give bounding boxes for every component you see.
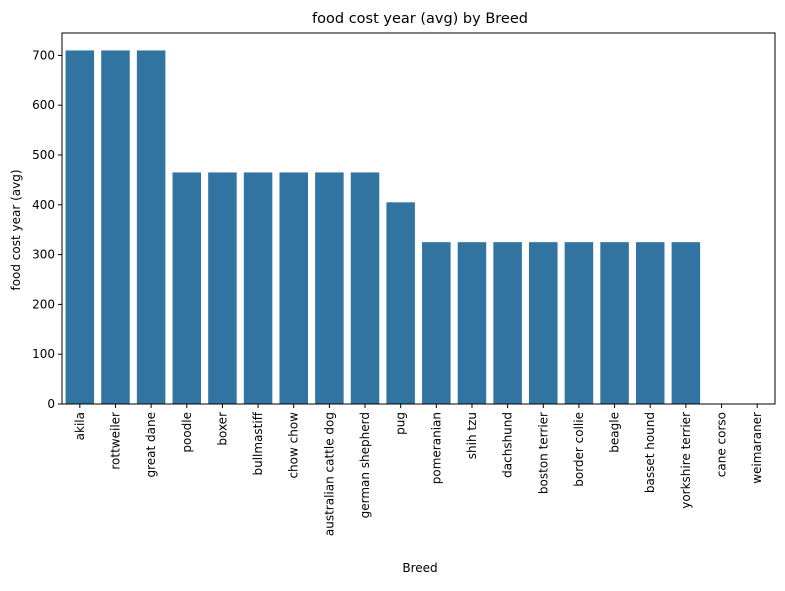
- bar-rottweiler: [101, 50, 130, 404]
- x-tick-label: pug: [394, 412, 408, 435]
- bar-yorkshire-terrier: [671, 242, 701, 404]
- y-tick-label: 200: [32, 297, 55, 311]
- y-tick-label: 400: [32, 198, 55, 212]
- x-tick-label: boston terrier: [536, 412, 550, 494]
- bar-great-dane: [136, 50, 166, 404]
- y-tick-label: 100: [32, 347, 55, 361]
- bar-poodle: [172, 172, 202, 404]
- x-tick-label: border collie: [572, 412, 586, 487]
- bar-basset-hound: [635, 242, 665, 404]
- x-tick-label: shih tzu: [465, 412, 479, 459]
- y-tick-label: 700: [32, 48, 55, 62]
- x-tick-label: german shepherd: [358, 412, 372, 518]
- y-tick-label: 600: [32, 98, 55, 112]
- y-tick-label: 300: [32, 248, 55, 262]
- x-tick-label: yorkshire terrier: [679, 412, 693, 509]
- bar-australian-cattle-dog: [315, 172, 344, 404]
- bar-border-collie: [564, 242, 594, 404]
- bar-pug: [386, 202, 415, 404]
- bar-shih-tzu: [457, 242, 487, 404]
- bar-german-shepherd: [350, 172, 380, 404]
- y-tick-label: 0: [47, 397, 55, 411]
- bars-group: [65, 50, 701, 404]
- x-tick-label: pomeranian: [429, 412, 443, 484]
- bar-pomeranian: [422, 242, 451, 404]
- x-tick-label: akila: [73, 412, 87, 440]
- y-axis-label: food cost year (avg): [9, 169, 23, 290]
- x-tick-label: bullmastiff: [251, 411, 265, 475]
- y-axis-ticks: 0 100 200 300 400 500 600 700: [32, 48, 62, 411]
- bar-dachshund: [493, 242, 522, 404]
- x-tick-label: chow chow: [287, 412, 301, 479]
- x-tick-label: beagle: [608, 412, 622, 453]
- bar-akila: [65, 50, 95, 404]
- bar-boston-terrier: [529, 242, 558, 404]
- x-axis-label: Breed: [402, 561, 437, 575]
- bar-boxer: [208, 172, 237, 404]
- bar-bullmastiff: [243, 172, 273, 404]
- x-tick-label: australian cattle dog: [322, 412, 336, 536]
- y-tick-label: 500: [32, 148, 55, 162]
- x-tick-label: weimaraner: [750, 412, 764, 484]
- x-tick-label: boxer: [215, 412, 229, 446]
- bar-beagle: [600, 242, 629, 404]
- x-tick-label: basset hound: [643, 412, 657, 493]
- x-tick-label: rottweiler: [108, 412, 122, 470]
- chart-title: food cost year (avg) by Breed: [312, 11, 528, 27]
- x-tick-label: poodle: [180, 412, 194, 453]
- x-tick-label: dachshund: [501, 412, 515, 478]
- bar-chow-chow: [279, 172, 308, 404]
- x-axis-ticks: akila rottweiler great dane poodle boxer bull…: [73, 404, 764, 536]
- x-tick-label: cane corso: [715, 412, 729, 477]
- plot-frame: [61, 32, 776, 405]
- x-tick-label: great dane: [144, 412, 158, 478]
